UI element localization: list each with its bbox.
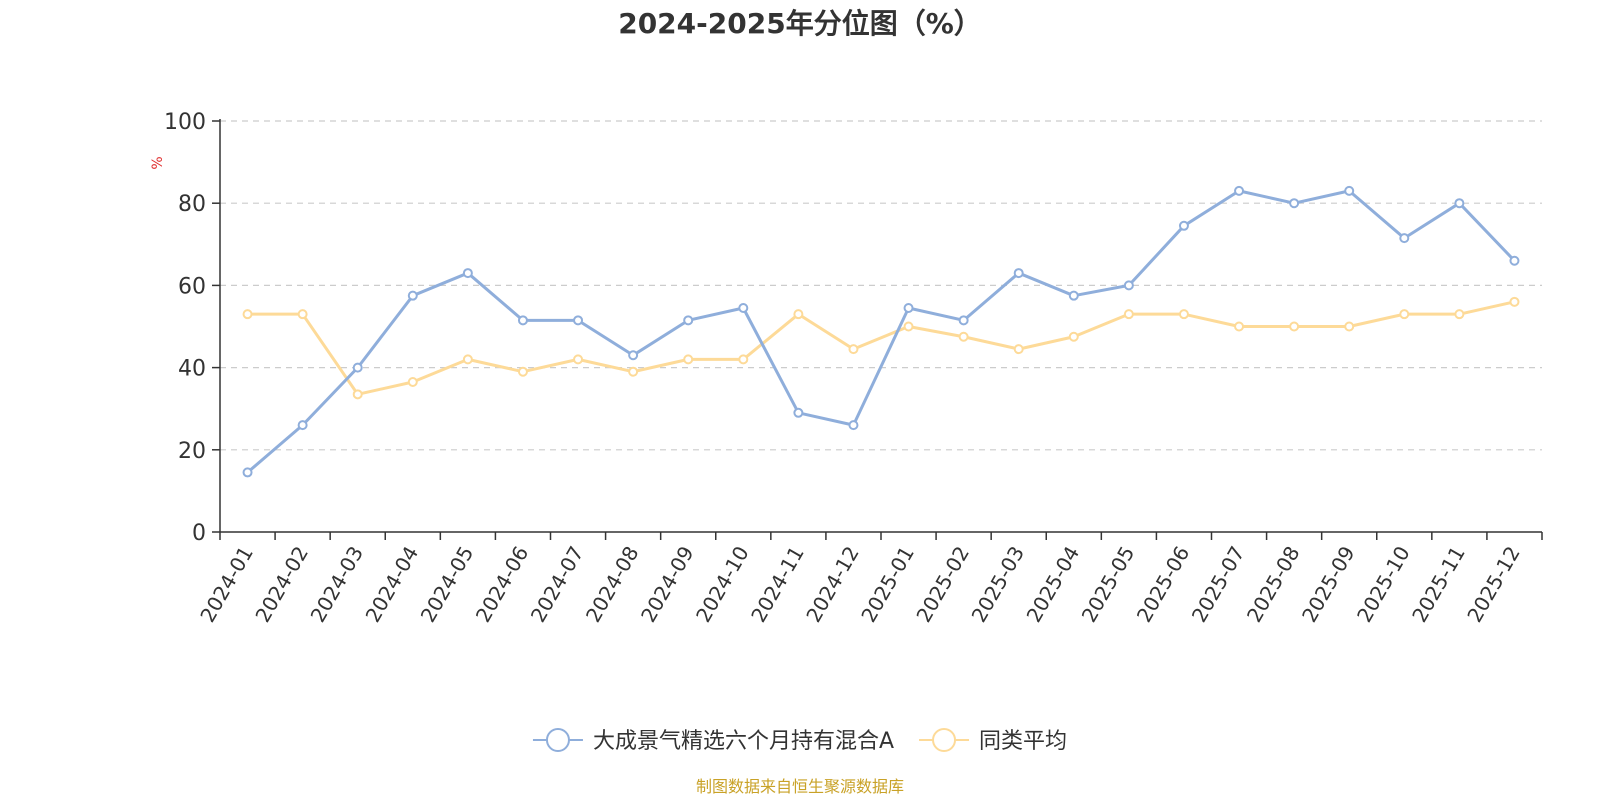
data-point xyxy=(793,407,804,418)
data-point xyxy=(1013,268,1024,279)
data-point xyxy=(573,354,584,365)
y-tick-label: 80 xyxy=(178,192,206,217)
data-point xyxy=(407,290,418,301)
data-point xyxy=(1068,290,1079,301)
data-point xyxy=(1344,321,1355,332)
data-point xyxy=(628,350,639,361)
legend-item[interactable]: 同类平均 xyxy=(919,728,1067,754)
x-tick-label: 2025-01 xyxy=(856,542,919,626)
x-tick-label: 2025-08 xyxy=(1242,542,1305,626)
x-tick-label: 2024-06 xyxy=(471,542,534,626)
y-tick-label: 60 xyxy=(178,274,206,299)
data-point xyxy=(462,354,473,365)
y-tick-label: 40 xyxy=(178,357,206,382)
data-point xyxy=(903,321,914,332)
data-point xyxy=(848,420,859,431)
data-point xyxy=(1289,198,1300,209)
legend-circle-icon xyxy=(545,728,570,752)
legend[interactable]: 大成景气精选六个月持有混合A 同类平均 xyxy=(532,728,1067,754)
data-point xyxy=(1509,255,1520,266)
data-point xyxy=(1234,185,1245,196)
data-point xyxy=(573,315,584,326)
data-point xyxy=(242,309,253,320)
data-point xyxy=(793,309,804,320)
x-tick-label: 2024-07 xyxy=(526,542,589,626)
data-point xyxy=(1013,344,1024,355)
x-tick-label: 2024-02 xyxy=(250,542,313,626)
data-point xyxy=(628,366,639,377)
y-axis-unit-label: % xyxy=(150,156,166,169)
x-tick-label: 2025-04 xyxy=(1022,542,1085,626)
x-tick-label: 2024-12 xyxy=(801,542,864,626)
data-point xyxy=(1289,321,1300,332)
series-line xyxy=(247,300,1515,396)
data-point xyxy=(1068,331,1079,342)
x-tick-label: 2024-10 xyxy=(691,542,754,626)
data-point xyxy=(1454,198,1465,209)
series-line xyxy=(246,189,1516,474)
data-point xyxy=(297,420,308,431)
data-point xyxy=(297,309,308,320)
data-point xyxy=(242,467,253,478)
data-point xyxy=(1344,185,1355,196)
data-point xyxy=(462,268,473,279)
x-tick-label: 2024-01 xyxy=(195,542,258,626)
data-point xyxy=(1123,280,1134,291)
data-point xyxy=(1454,309,1465,320)
x-tick-label: 2025-03 xyxy=(967,542,1030,626)
series-peer-average xyxy=(242,296,1520,400)
legend-circle-icon xyxy=(932,728,957,752)
data-point xyxy=(1123,309,1134,320)
data-point xyxy=(1399,233,1410,244)
x-tick-label: 2025-07 xyxy=(1187,542,1250,626)
data-point xyxy=(683,354,694,365)
series-group xyxy=(242,185,1520,478)
x-tick-label: 2024-03 xyxy=(306,542,369,626)
x-tick-label: 2024-05 xyxy=(416,542,479,626)
legend-item[interactable]: 大成景气精选六个月持有混合A xyxy=(532,728,894,754)
x-tick-label: 2025-10 xyxy=(1352,542,1415,626)
y-tick-label: 20 xyxy=(178,439,206,464)
data-point xyxy=(407,376,418,387)
series-fund xyxy=(242,185,1520,478)
x-tick-label: 2024-08 xyxy=(581,542,644,626)
x-tick-label: 2025-11 xyxy=(1407,542,1470,626)
data-point xyxy=(1178,220,1189,231)
data-point xyxy=(1509,296,1520,307)
legend-label: 大成景气精选六个月持有混合A xyxy=(593,729,894,754)
data-point xyxy=(903,303,914,314)
data-point xyxy=(352,389,363,400)
grid-lines xyxy=(220,120,1542,451)
data-point xyxy=(683,315,694,326)
data-point xyxy=(517,366,528,377)
legend-label: 同类平均 xyxy=(979,729,1067,754)
data-point xyxy=(352,362,363,373)
data-point xyxy=(1178,309,1189,320)
x-tick-label: 2024-11 xyxy=(746,542,809,626)
data-point xyxy=(1234,321,1245,332)
data-point xyxy=(517,315,528,326)
chart-title: 2024-2025年分位图（%） xyxy=(618,7,982,40)
source-note: 制图数据来自恒生聚源数据库 xyxy=(696,777,904,796)
data-point xyxy=(738,354,749,365)
data-point xyxy=(958,315,969,326)
x-tick-label: 2025-12 xyxy=(1462,542,1525,626)
data-point xyxy=(848,344,859,355)
x-tick-label: 2025-05 xyxy=(1077,542,1140,626)
y-tick-label: 0 xyxy=(192,521,206,546)
data-point xyxy=(1399,309,1410,320)
y-tick-label: 100 xyxy=(164,110,206,135)
x-tick-label: 2024-04 xyxy=(361,542,424,626)
x-tick-label: 2025-09 xyxy=(1297,542,1360,626)
x-tick-label: 2025-02 xyxy=(911,542,974,626)
data-point xyxy=(738,303,749,314)
x-tick-label: 2024-09 xyxy=(636,542,699,626)
data-point xyxy=(958,331,969,342)
x-tick-label: 2025-06 xyxy=(1132,542,1195,626)
